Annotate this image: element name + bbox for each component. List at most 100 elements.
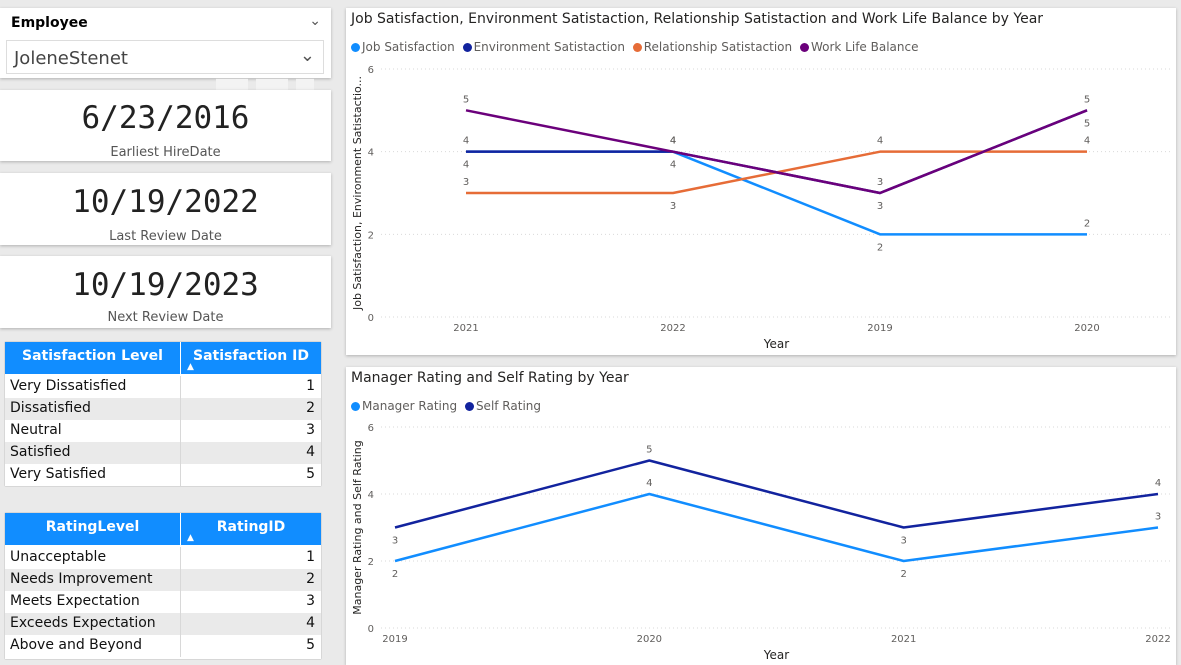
table-cell: Very Dissatisfied — [10, 378, 127, 394]
legend-item[interactable]: Relationship Satistaction — [632, 40, 792, 54]
chart-title: Manager Rating and Self Rating by Year — [351, 370, 629, 386]
visual-header-button[interactable] — [216, 78, 248, 90]
legend-dot — [464, 402, 474, 411]
kpi-label: Next Review Date — [107, 310, 224, 325]
data-label: 4 — [1084, 136, 1090, 147]
data-label: 4 — [670, 136, 676, 147]
kpi-value: 10/19/2023 — [72, 267, 259, 303]
x-tick-label: 2022 — [1145, 634, 1170, 645]
table-cell: Needs Improvement — [10, 571, 153, 587]
data-label: 4 — [877, 136, 883, 147]
legend-label: Job Satisfaction — [362, 40, 455, 54]
rating-by-year-chart: Manager Rating and Self Rating by Year M… — [346, 367, 1176, 665]
table-cell: Above and Beyond — [10, 637, 142, 653]
data-label: 4 — [463, 160, 469, 171]
legend-dot — [462, 43, 472, 52]
x-axis-title: Year — [763, 648, 789, 662]
x-tick-label: 2020 — [637, 634, 662, 645]
chart-legend: Manager Rating Self Rating — [351, 399, 545, 413]
data-label: 2 — [392, 569, 398, 580]
table-cell: 2 — [306, 400, 315, 416]
legend-item[interactable]: Environment Satistaction — [462, 40, 625, 54]
table-row: Dissatisfied 2 — [5, 398, 321, 420]
satisfaction-by-year-chart: Job Satisfaction, Environment Satistacti… — [346, 8, 1176, 355]
column-header-satisfaction-id[interactable]: Satisfaction ID ▲ — [181, 342, 321, 374]
y-tick-label: 2 — [368, 230, 374, 241]
visual-header-button[interactable] — [296, 78, 314, 90]
x-tick-label: 2021 — [891, 634, 916, 645]
y-axis-title: Job Satisfaction, Environment Satistacti… — [351, 76, 364, 311]
chart-title: Job Satisfaction, Environment Satistacti… — [351, 11, 1044, 27]
kpi-label: Last Review Date — [109, 229, 222, 244]
kpi-label: Earliest HireDate — [110, 145, 221, 160]
table-row: Neutral 3 — [5, 420, 321, 442]
legend-label: Environment Satistaction — [473, 40, 625, 54]
sort-ascending-icon[interactable]: ▲ — [187, 362, 194, 372]
table-row: Unacceptable 1 — [5, 547, 321, 569]
table-cell: Unacceptable — [10, 549, 107, 565]
column-header-label: RatingID — [216, 519, 286, 535]
series-line-self-rating — [394, 459, 1159, 529]
y-tick-label: 0 — [368, 313, 374, 324]
table-cell: 1 — [306, 549, 315, 565]
y-tick-label: 6 — [368, 65, 374, 76]
table-cell: 4 — [306, 444, 315, 460]
legend-dot — [632, 43, 642, 52]
data-label: 3 — [900, 536, 906, 547]
data-label: 3 — [1155, 512, 1161, 523]
legend-dot — [351, 402, 360, 411]
chevron-down-icon[interactable]: ⌄ — [309, 13, 321, 29]
x-tick-label: 2022 — [660, 323, 685, 334]
employee-dropdown[interactable]: JoleneStenet ⌄ — [6, 40, 324, 74]
table-cell: Neutral — [10, 422, 62, 438]
kpi-card-earliest-hire-date: 6/23/2016 Earliest HireDate — [0, 90, 331, 161]
visual-header-button[interactable] — [256, 78, 288, 90]
series-line-manager-rating — [394, 492, 1159, 563]
legend-dot — [351, 43, 360, 52]
data-label: 4 — [1155, 478, 1161, 489]
slicer-title: Employee — [11, 15, 88, 31]
table-row: Satisfied 4 — [5, 442, 321, 464]
data-label: 2 — [1084, 218, 1090, 229]
data-label: 5 — [1084, 94, 1090, 105]
line-chart-plot: 0 2 4 6 2019 2020 2021 2022 Year Manager Rating a… — [351, 423, 1172, 662]
y-tick-label: 0 — [368, 624, 374, 635]
column-header-rating-level[interactable]: RatingLevel — [5, 513, 181, 545]
data-label: 5 — [1084, 118, 1090, 129]
data-label: 3 — [877, 177, 883, 188]
data-label: 4 — [646, 478, 652, 489]
x-tick-label: 2019 — [382, 634, 407, 645]
table-row: Above and Beyond 5 — [5, 635, 321, 657]
data-label: 5 — [646, 445, 652, 456]
column-header-satisfaction-level[interactable]: Satisfaction Level — [5, 342, 181, 374]
legend-item[interactable]: Job Satisfaction — [351, 40, 455, 54]
data-label: 2 — [900, 569, 906, 580]
x-tick-label: 2020 — [1074, 323, 1099, 334]
y-tick-label: 4 — [368, 148, 374, 159]
x-tick-label: 2021 — [453, 323, 478, 334]
employee-dropdown-value: JoleneStenet — [14, 48, 128, 69]
chevron-down-icon[interactable]: ⌄ — [299, 45, 315, 66]
sort-ascending-icon[interactable]: ▲ — [187, 533, 194, 543]
data-label: 4 — [670, 136, 676, 147]
column-header-rating-id[interactable]: RatingID ▲ — [181, 513, 321, 545]
table-row: Exceeds Expectation 4 — [5, 613, 321, 635]
y-axis-title: Manager Rating and Self Rating — [351, 440, 364, 615]
legend-label: Manager Rating — [362, 399, 458, 413]
legend-dot — [799, 43, 809, 52]
chart-legend: Job Satisfaction Environment Satistactio… — [351, 40, 922, 54]
table-cell: 5 — [306, 637, 315, 653]
table-cell: Dissatisfied — [10, 400, 91, 416]
table-row: Needs Improvement 2 — [5, 569, 321, 591]
data-label: 2 — [877, 242, 883, 253]
legend-item[interactable]: Work Life Balance — [799, 40, 918, 54]
table-cell: 3 — [306, 422, 315, 438]
table-cell: 2 — [306, 571, 315, 587]
kpi-value: 6/23/2016 — [81, 100, 250, 136]
legend-item[interactable]: Manager Rating — [351, 399, 457, 413]
table-row: Meets Expectation 3 — [5, 591, 321, 613]
legend-item[interactable]: Self Rating — [464, 399, 541, 413]
x-tick-label: 2019 — [867, 323, 892, 334]
table-row: Very Satisfied 5 — [5, 464, 321, 486]
y-tick-label: 2 — [368, 557, 374, 568]
